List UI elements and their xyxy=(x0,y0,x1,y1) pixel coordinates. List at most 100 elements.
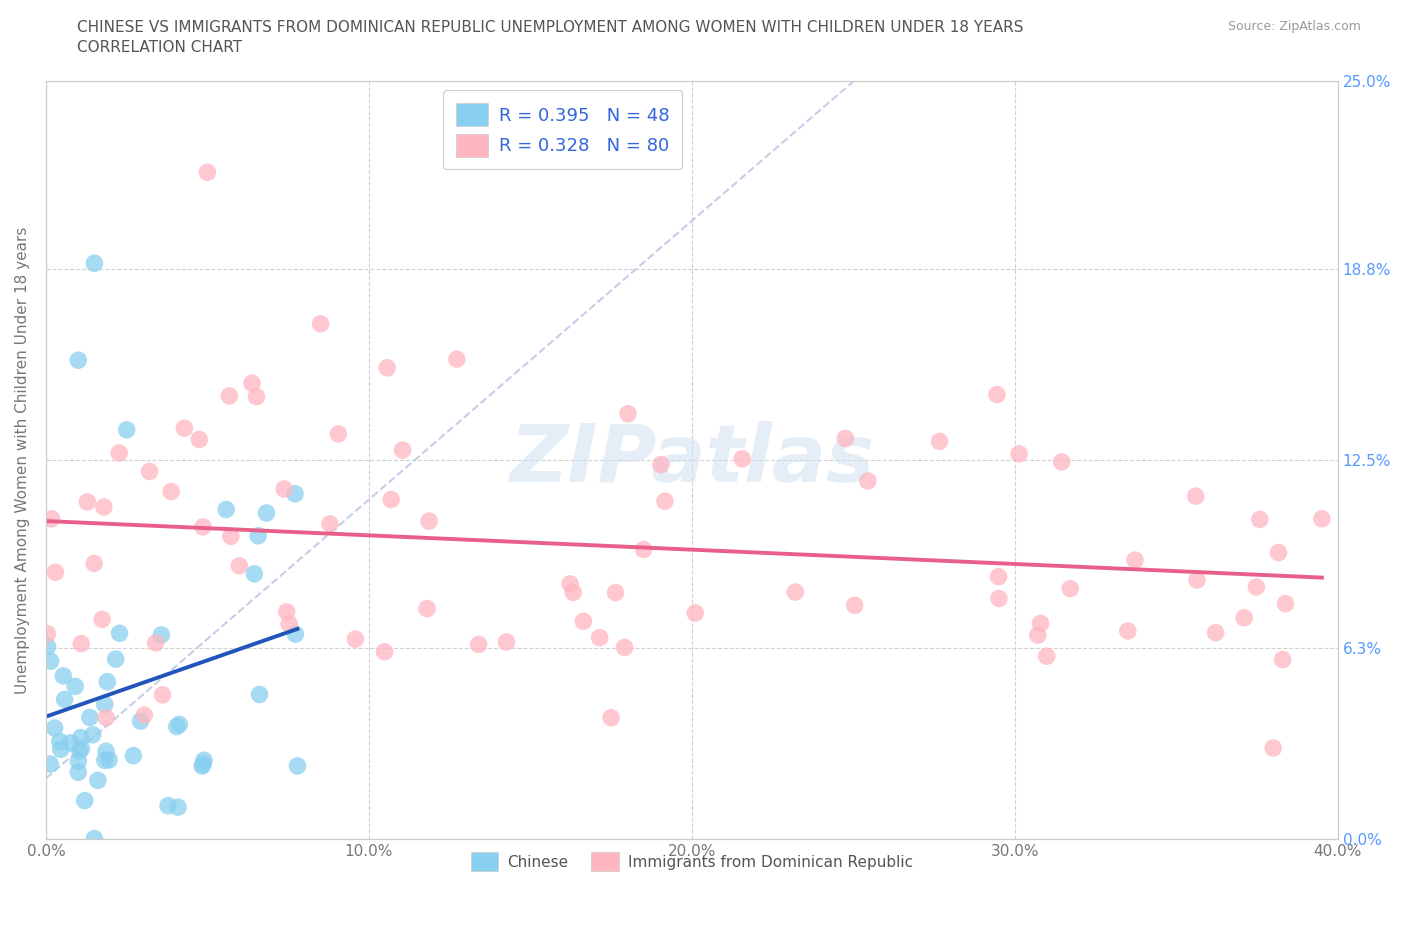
Point xyxy=(79,710,101,724)
Point xyxy=(53,692,76,707)
Point xyxy=(39,654,62,669)
Point xyxy=(650,458,672,472)
Point xyxy=(41,512,63,526)
Point xyxy=(256,506,278,521)
Point xyxy=(104,652,127,667)
Point xyxy=(37,639,59,654)
Point xyxy=(1233,610,1256,625)
Point xyxy=(654,494,676,509)
Point xyxy=(284,486,307,501)
Point xyxy=(129,713,152,728)
Point xyxy=(495,634,517,649)
Point xyxy=(683,605,706,620)
Point xyxy=(166,719,188,734)
Point xyxy=(76,495,98,510)
Point xyxy=(558,577,581,591)
Point xyxy=(145,635,167,650)
Point xyxy=(240,376,263,391)
Point xyxy=(1310,512,1333,526)
Text: ZIPatlas: ZIPatlas xyxy=(509,421,875,499)
Point xyxy=(446,352,468,366)
Point xyxy=(83,831,105,846)
Point xyxy=(63,679,86,694)
Point xyxy=(44,565,66,579)
Point xyxy=(617,406,640,421)
Point xyxy=(380,492,402,507)
Point xyxy=(91,612,114,627)
Point xyxy=(191,759,214,774)
Point xyxy=(856,473,879,488)
Point xyxy=(245,389,267,404)
Point xyxy=(1205,625,1227,640)
Point xyxy=(319,516,342,531)
Point xyxy=(1267,545,1289,560)
Point xyxy=(219,529,242,544)
Point xyxy=(572,614,595,629)
Point xyxy=(344,631,367,646)
Point xyxy=(82,727,104,742)
Point xyxy=(94,744,117,759)
Point xyxy=(48,734,70,749)
Point xyxy=(93,499,115,514)
Point xyxy=(70,741,93,756)
Point xyxy=(169,717,191,732)
Legend: Chinese, Immigrants from Dominican Republic: Chinese, Immigrants from Dominican Repub… xyxy=(461,843,922,881)
Point xyxy=(49,742,72,757)
Point xyxy=(467,637,489,652)
Point xyxy=(1271,652,1294,667)
Point xyxy=(375,361,398,376)
Point xyxy=(1263,740,1285,755)
Point xyxy=(373,644,395,659)
Point xyxy=(987,591,1010,606)
Point xyxy=(633,542,655,557)
Point xyxy=(218,389,240,404)
Point xyxy=(391,443,413,458)
Point xyxy=(69,743,91,758)
Point xyxy=(67,764,90,779)
Point xyxy=(605,585,627,600)
Point xyxy=(69,730,91,745)
Point xyxy=(215,502,238,517)
Point xyxy=(152,687,174,702)
Point xyxy=(613,640,636,655)
Point xyxy=(1184,488,1206,503)
Point xyxy=(191,520,214,535)
Point xyxy=(191,757,214,772)
Point xyxy=(228,558,250,573)
Point xyxy=(96,711,118,725)
Point xyxy=(134,708,156,723)
Point xyxy=(1249,512,1271,526)
Point xyxy=(108,626,131,641)
Point xyxy=(156,798,179,813)
Point xyxy=(67,352,90,367)
Point xyxy=(197,165,219,179)
Point xyxy=(1185,573,1208,588)
Point xyxy=(160,485,183,499)
Point xyxy=(193,752,215,767)
Point xyxy=(328,427,350,442)
Point xyxy=(37,626,59,641)
Point xyxy=(70,636,93,651)
Point xyxy=(1059,581,1081,596)
Point xyxy=(1029,616,1052,631)
Point xyxy=(287,759,309,774)
Point xyxy=(167,800,190,815)
Point xyxy=(73,793,96,808)
Point xyxy=(276,604,298,619)
Text: Source: ZipAtlas.com: Source: ZipAtlas.com xyxy=(1227,20,1361,33)
Point xyxy=(986,387,1008,402)
Point xyxy=(249,687,271,702)
Point xyxy=(96,674,118,689)
Point xyxy=(44,721,66,736)
Point xyxy=(834,431,856,445)
Point xyxy=(418,513,440,528)
Point xyxy=(39,757,62,772)
Point xyxy=(1050,455,1073,470)
Point xyxy=(87,773,110,788)
Point xyxy=(243,566,266,581)
Point xyxy=(98,752,121,767)
Point xyxy=(309,316,332,331)
Point xyxy=(150,628,173,643)
Point xyxy=(987,569,1010,584)
Point xyxy=(731,451,754,466)
